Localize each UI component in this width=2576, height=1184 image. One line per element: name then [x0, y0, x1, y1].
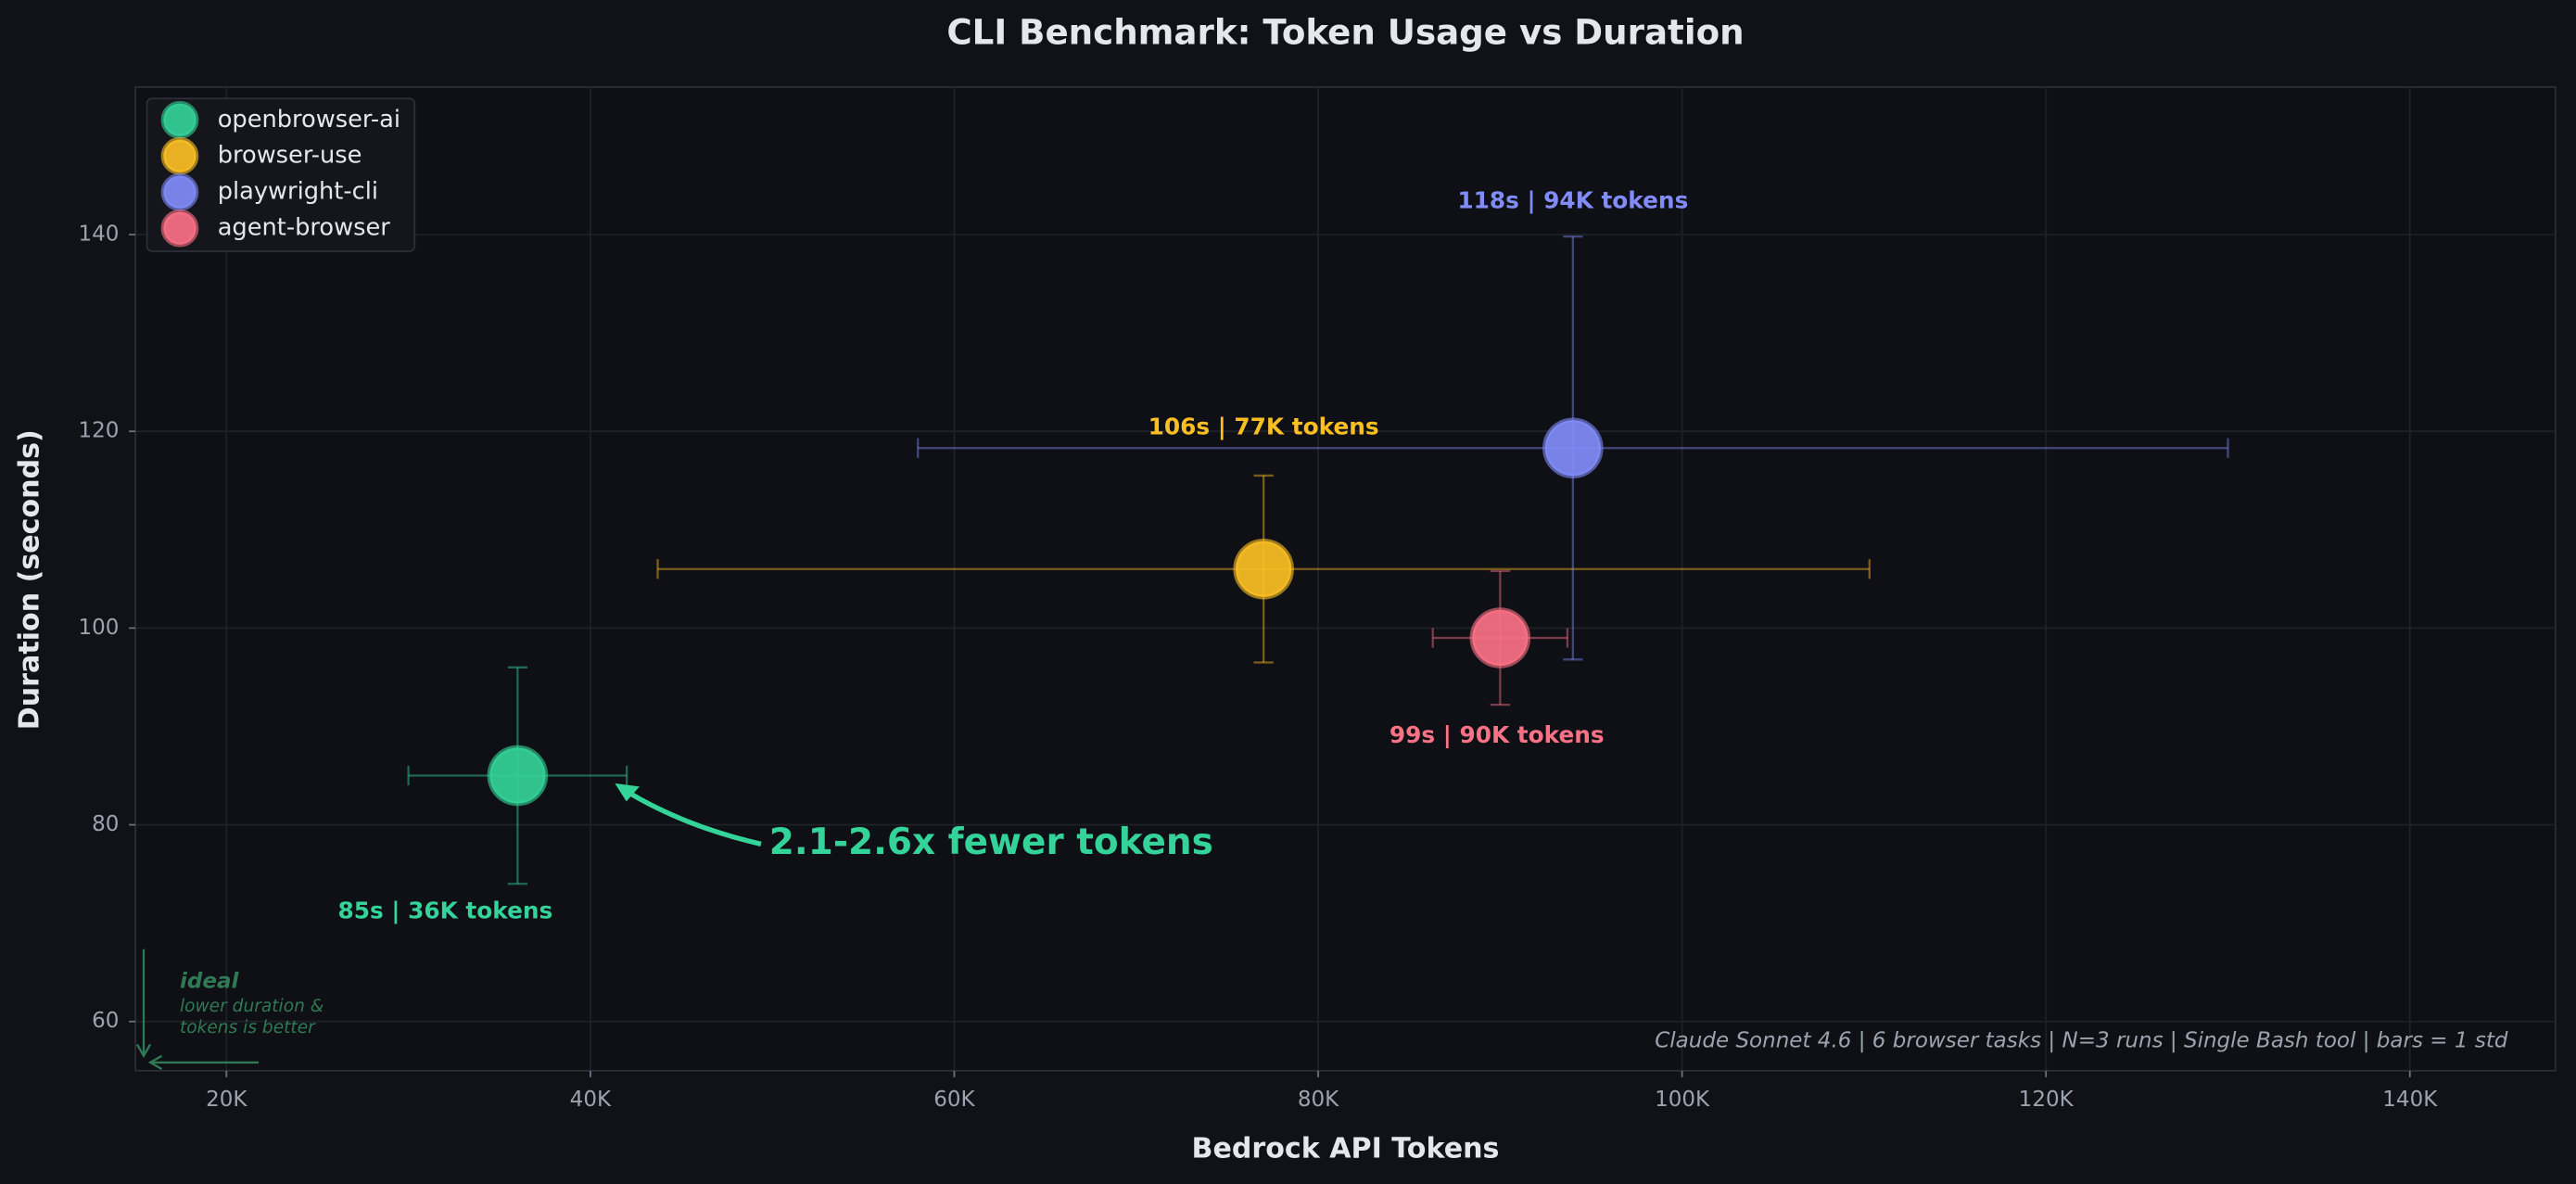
- y-tick-label: 100: [79, 616, 120, 640]
- data-label: 118s | 94K tokens: [1457, 187, 1688, 214]
- data-label: 99s | 90K tokens: [1390, 721, 1605, 748]
- data-label: 85s | 36K tokens: [338, 898, 553, 924]
- legend-label: browser-use: [218, 142, 362, 170]
- y-tick-label: 140: [79, 223, 120, 247]
- ideal-note: lower duration &: [180, 997, 324, 1016]
- y-axis-title: Duration (seconds): [13, 429, 45, 730]
- x-tick-label: 120K: [2019, 1088, 2075, 1112]
- y-tick-label: 80: [92, 812, 119, 836]
- point: [1542, 417, 1604, 478]
- legend-marker: [160, 209, 199, 248]
- legend-box: [146, 97, 416, 252]
- marks: 85s | 36K tokens 106s | 77K tokens 118s | …: [338, 187, 2229, 924]
- legend-marker: [160, 136, 199, 175]
- point: [1233, 538, 1294, 600]
- callout-arrowhead: [615, 783, 640, 802]
- footnote: Claude Sonnet 4.6 | 6 browser tasks | N=…: [1655, 1028, 2508, 1052]
- ideal-note: tokens is better: [180, 1018, 316, 1038]
- y-tick-label: 60: [92, 1009, 119, 1033]
- ideal-arrowhead: [135, 1043, 152, 1059]
- ideal-arrowhead: [147, 1054, 163, 1071]
- legend-label: playwright-cli: [218, 178, 378, 206]
- chart-title: CLI Benchmark: Token Usage vs Duration: [946, 12, 1744, 53]
- plot-area: [134, 85, 2557, 1072]
- legend-label: openbrowser-ai: [218, 106, 400, 134]
- legend: openbrowser-ai browser-use playwright-cli a…: [146, 97, 416, 252]
- data-label: 106s | 77K tokens: [1148, 413, 1379, 439]
- legend-label: agent-browser: [218, 214, 391, 242]
- x-tick-label: 40K: [570, 1088, 612, 1112]
- ideal-label: ideal: [180, 970, 240, 994]
- callout-arrow: [620, 785, 762, 847]
- x-tick-label: 60K: [933, 1088, 975, 1112]
- grid: 20K 40K 60K 80K 100K 120K 140K 60 80 100 120 140: [79, 86, 2556, 1112]
- legend-marker: [160, 100, 199, 139]
- point: [487, 745, 549, 807]
- legend-marker: [160, 172, 199, 211]
- x-tick-label: 100K: [1655, 1088, 1710, 1112]
- x-axis-title: Bedrock API Tokens: [1192, 1132, 1500, 1165]
- point: [1469, 607, 1531, 668]
- y-tick-label: 120: [79, 419, 120, 443]
- x-tick-label: 80K: [1298, 1088, 1339, 1112]
- callout-text: 2.1-2.6x fewer tokens: [769, 821, 1213, 863]
- x-tick-label: 20K: [206, 1088, 247, 1112]
- x-tick-label: 140K: [2382, 1088, 2438, 1112]
